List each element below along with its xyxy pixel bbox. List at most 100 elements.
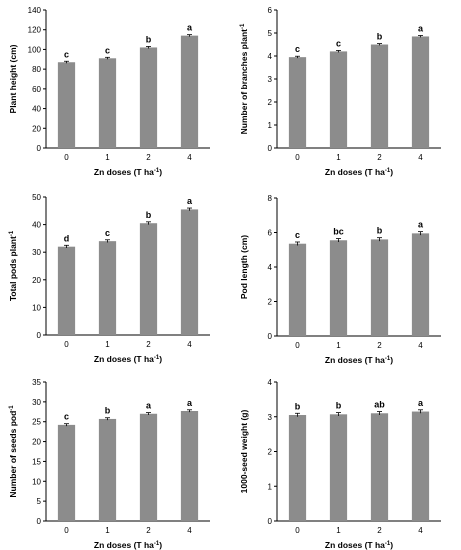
y-tick-label: 50 [32,193,41,202]
y-tick-label: 0 [37,331,42,340]
x-tick-label: 4 [418,153,423,162]
y-axis-title-main: Number of seeds pod [8,411,18,498]
bar [329,240,348,336]
significance-letter: b [146,210,152,220]
bar [329,414,348,521]
y-tick-label: 80 [32,65,41,74]
x-axis-title-close: ) [159,167,162,177]
x-axis-title-main: Zn doses (T ha [325,540,385,550]
significance-letter: c [64,49,69,59]
y-tick-label: 35 [32,378,41,387]
bar [180,35,199,148]
y-axis-title-superscript: -1 [240,23,246,29]
y-tick-label: 30 [32,248,41,257]
significance-letter: c [105,228,110,238]
bar [98,241,117,335]
x-tick-label: 0 [295,153,300,162]
y-axis-title-main: Total pods plant [8,236,18,301]
x-axis-title: Zn doses (T ha-1) [325,167,393,177]
significance-letter: c [64,412,69,422]
x-axis-title-main: Zn doses (T ha [94,167,154,177]
x-tick-label: 0 [64,153,69,162]
bar [139,223,158,335]
significance-letter: a [146,401,152,411]
y-tick-label: 10 [32,477,41,486]
bar [57,62,76,148]
y-tick-label: 100 [28,45,42,54]
y-tick-label: 4 [268,52,273,61]
bar [57,424,76,521]
y-tick-label: 40 [32,105,41,114]
x-tick-label: 0 [295,526,300,535]
x-tick-label: 0 [64,340,69,349]
x-tick-label: 4 [187,153,192,162]
y-tick-label: 1 [268,482,273,491]
x-axis-title-close: ) [390,540,393,550]
x-axis-title-superscript: -1 [154,168,160,174]
bar [411,36,430,149]
y-tick-label: 5 [268,29,273,38]
y-tick-label: 0 [37,144,42,153]
x-tick-label: 1 [105,340,110,349]
y-tick-label: 15 [32,457,41,466]
x-tick-label: 2 [377,526,382,535]
significance-letter: b [105,406,111,416]
y-axis-title: Number of branches plant-1 [239,23,249,134]
significance-letter: c [295,230,300,240]
y-axis-title: Number of seeds pod-1 [8,405,18,498]
y-tick-label: 2 [268,98,273,107]
significance-letter: a [187,398,193,408]
bar [411,411,430,521]
x-axis-title-main: Zn doses (T ha [94,540,154,550]
bar [139,47,158,149]
x-tick-label: 0 [295,341,300,350]
x-axis-title: Zn doses (T ha-1) [94,167,162,177]
x-tick-label: 0 [64,526,69,535]
y-axis-title-main: Pod length (cm) [239,235,249,299]
x-tick-label: 1 [336,341,341,350]
y-tick-label: 2 [268,298,273,307]
bar [411,233,430,336]
x-tick-label: 4 [418,526,423,535]
y-tick-label: 2 [268,448,273,457]
bar [98,418,117,521]
significance-letter: b [146,34,152,44]
x-tick-label: 1 [336,153,341,162]
x-axis-title-close: ) [159,540,162,550]
x-tick-label: 2 [146,153,151,162]
y-axis-title-superscript: -1 [9,405,15,411]
significance-letter: bc [333,227,344,237]
significance-letter: c [295,44,300,54]
bar [288,243,307,336]
significance-letter: c [105,45,110,55]
y-tick-label: 6 [268,229,273,238]
y-tick-label: 3 [268,413,273,422]
bar [370,413,389,521]
y-tick-label: 0 [268,517,273,526]
x-axis-title-close: ) [390,355,393,365]
y-axis-title-main: 1000-seed weight (g) [239,410,249,494]
x-axis-title-close: ) [390,167,393,177]
x-axis-title: Zn doses (T ha-1) [94,540,162,550]
x-axis-title-main: Zn doses (T ha [325,355,385,365]
significance-letter: a [187,196,193,206]
y-tick-label: 140 [28,6,42,15]
y-tick-label: 3 [268,75,273,84]
significance-letter: b [377,32,383,42]
x-axis-title-main: Zn doses (T ha [325,167,385,177]
x-tick-label: 2 [377,153,382,162]
y-tick-label: 0 [268,332,273,341]
significance-letter: b [377,226,383,236]
significance-letter: a [187,23,193,33]
significance-letter: c [336,38,341,48]
y-tick-label: 1 [268,121,273,130]
significance-letter: a [418,220,424,230]
x-axis-title-superscript: -1 [385,356,391,362]
bar [288,57,307,148]
y-tick-label: 0 [268,144,273,153]
x-axis-title-main: Zn doses (T ha [94,354,154,364]
